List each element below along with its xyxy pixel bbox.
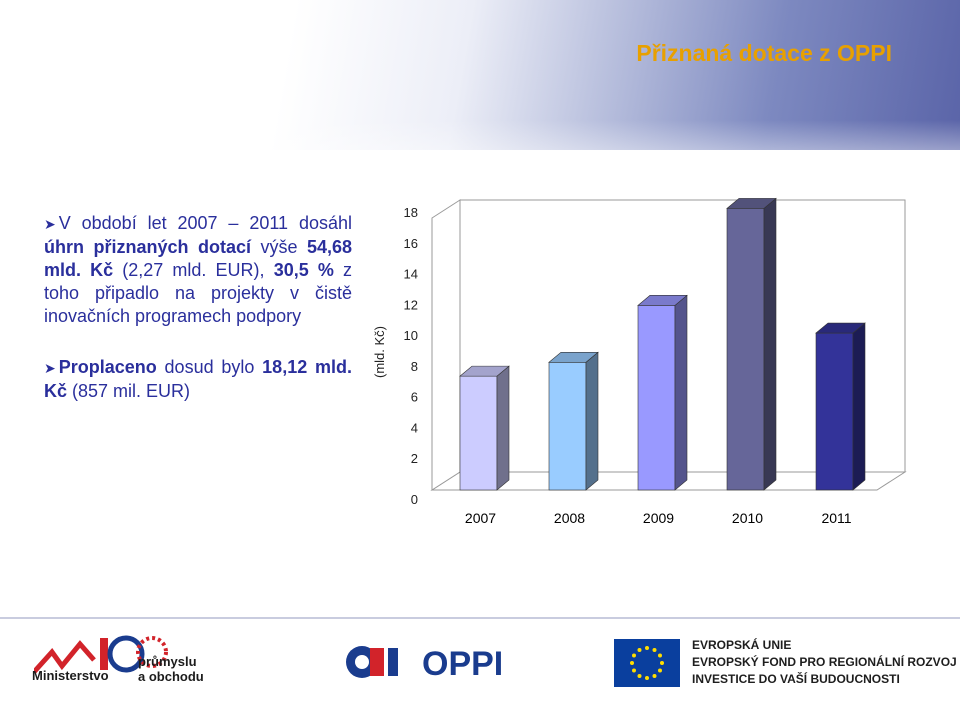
mpo-name-line2: průmyslu [138, 654, 197, 669]
bullet-bold-text: Proplaceno [58, 357, 157, 377]
mpo-name-line1: Ministerstvo [32, 668, 109, 683]
bar-2011 [815, 322, 866, 491]
bullet-item-subsidy: ➤ V období let 2007 – 2011 dosáhl úhrn př… [44, 212, 352, 328]
eu-star [637, 648, 642, 653]
eu-star [652, 673, 657, 678]
eu-flag-icon [614, 639, 680, 687]
y-tick-label: 8 [411, 359, 418, 374]
mpo-name-line3: a obchodu [138, 669, 204, 684]
bullet-item-paid: ➤ Proplaceno dosud bylo 18,12 mld. Kč (85… [44, 356, 352, 403]
y-tick-label: 0 [411, 492, 418, 507]
bullet-text: (857 mil. EUR) [67, 381, 191, 401]
eu-star [660, 661, 664, 665]
mpo-name-block: průmyslu a obchodu [138, 654, 204, 684]
bar-top [637, 295, 688, 306]
x-tick-label: 2009 [643, 510, 674, 526]
arrow-bullet-icon: ➤ [44, 360, 56, 376]
x-tick-label: 2007 [465, 510, 496, 526]
eu-star [652, 648, 657, 653]
eu-star [632, 668, 637, 673]
bar-front [726, 208, 765, 491]
eu-star [637, 673, 642, 678]
bullet-list: ➤ V období let 2007 – 2011 dosáhl úhrn př… [44, 212, 352, 403]
bar-top [459, 365, 510, 377]
footer-divider [0, 617, 960, 619]
oppi-logo-red-mark [370, 648, 384, 676]
y-tick-label: 18 [404, 205, 418, 220]
y-tick-label: 12 [404, 297, 418, 312]
oppi-logo-text: OPPI [422, 645, 503, 683]
bar-side [496, 365, 510, 491]
eu-line-1: EVROPSKÁ UNIE [692, 638, 792, 652]
bar-side [585, 351, 599, 491]
bullet-text: výše [250, 237, 307, 257]
header-fade [0, 120, 960, 200]
eu-star [645, 676, 649, 680]
eu-star [657, 653, 662, 658]
mpo-stars-ring-mark [136, 636, 168, 668]
x-tick-label: 2011 [821, 510, 851, 526]
mpo-logo [34, 635, 168, 674]
bar-top [726, 198, 777, 209]
bar-2008 [548, 351, 599, 491]
y-tick-label: 2 [411, 451, 418, 466]
bar-side [852, 322, 866, 491]
x-tick-label: 2010 [732, 510, 763, 526]
eu-star [630, 661, 634, 665]
y-tick-label: 6 [411, 390, 418, 405]
bullet-text: dosud bylo [156, 357, 263, 377]
oppi-logo: OPPI [346, 645, 503, 683]
bar-top [815, 322, 866, 334]
bar-2010 [726, 197, 777, 491]
bullet-bold-text: 54,68 mld. Kč [44, 237, 352, 280]
bar-2009 [637, 294, 688, 491]
page-title: Přiznaná dotace z OPPI [636, 40, 892, 66]
y-tick-label: 10 [404, 328, 418, 343]
x-tick-label: 2008 [554, 510, 585, 526]
arrow-bullet-icon: ➤ [44, 216, 56, 232]
bullet-text: (2,27 mld. EUR), [113, 260, 274, 280]
y-tick-label: 14 [404, 267, 418, 282]
bar-front [637, 305, 676, 491]
mpo-bar-mark [100, 638, 108, 670]
y-tick-label: 4 [411, 420, 418, 435]
subsidy-bar-chart: 0 2 4 6 8 10 12 14 16 18 (mld. Kč) 2007 2008 2009 2010… [372, 197, 907, 526]
y-tick-label: 16 [404, 236, 418, 251]
bar-front [548, 361, 587, 491]
eu-star [645, 646, 649, 650]
bullet-bold-text: 18,12 mld. Kč [44, 357, 352, 401]
mpo-zigzag-mark [34, 640, 96, 674]
bullet-bold-text: 30,5 % [273, 260, 334, 280]
eu-line-2: EVROPSKÝ FOND PRO REGIONÁLNÍ ROZVOJ [692, 655, 957, 669]
chart-side-wall [431, 199, 461, 491]
bar-front [815, 332, 854, 491]
bar-side [763, 197, 777, 491]
eu-star [632, 653, 637, 658]
eu-star [657, 668, 662, 673]
bar-2007 [459, 365, 510, 491]
bullet-text: z toho připadlo na projekty v čistě inov… [44, 260, 352, 326]
eu-text-block: EVROPSKÁ UNIE EVROPSKÝ FOND PRO REGIONÁL… [692, 637, 957, 688]
mpo-ring-mark [107, 635, 145, 673]
bullet-bold-text: úhrn přiznaných dotací [44, 237, 251, 257]
y-axis-label: (mld. Kč) [372, 326, 387, 378]
bar-side [674, 294, 688, 491]
bar-front [459, 375, 498, 491]
oppi-logo-bar [388, 648, 398, 676]
eu-line-3: INVESTICE DO VAŠÍ BUDOUCNOSTI [692, 672, 900, 686]
bar-top [548, 351, 599, 363]
bullet-text: V období let 2007 – 2011 dosáhl [58, 213, 352, 233]
